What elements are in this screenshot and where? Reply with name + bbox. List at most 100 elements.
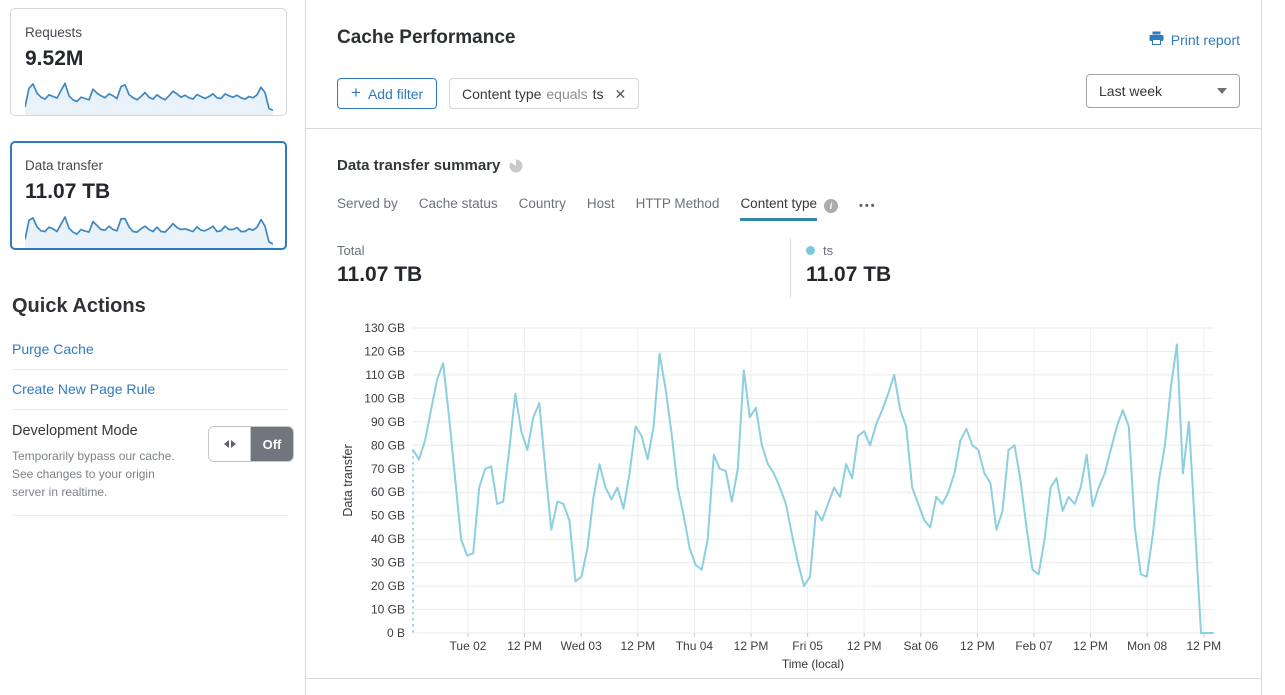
link-create-new-page-rule[interactable]: Create New Page Rule [12, 370, 288, 410]
y-tick-label: 80 GB [371, 438, 405, 452]
y-tick-label: 70 GB [371, 462, 405, 476]
tab-cache-status[interactable]: Cache status [419, 196, 498, 221]
tab-http-method[interactable]: HTTP Method [636, 196, 720, 221]
tab-label: HTTP Method [635, 196, 720, 211]
print-report-link[interactable]: Print report [1149, 31, 1240, 48]
legend-dot [806, 246, 815, 255]
y-tick-label: 130 GB [364, 321, 405, 335]
filter-chip-field: Content type [462, 85, 542, 102]
tab-served-by[interactable]: Served by [337, 196, 398, 221]
tab-host[interactable]: Host [587, 196, 615, 221]
header-divider [306, 128, 1261, 129]
x-tick-label: 12 PM [847, 639, 882, 653]
y-tick-label: 90 GB [371, 415, 405, 429]
toggle-arrows-icon [223, 440, 229, 448]
quick-actions-title: Quick Actions [12, 295, 146, 317]
add-filter-button[interactable]: + Add filter [337, 78, 438, 109]
printer-icon [1149, 31, 1164, 48]
toggle-knob [209, 427, 251, 461]
y-tick-label: 120 GB [364, 344, 405, 358]
x-tick-label: Tue 02 [450, 639, 487, 653]
remove-filter-icon[interactable]: ✕ [614, 85, 627, 102]
x-tick-label: 12 PM [1186, 639, 1221, 653]
quick-action-links: Purge Cache Create New Page Rule [12, 330, 288, 410]
sidebar: Requests 9.52M Data transfer 11.07 TB Quick… [0, 0, 305, 695]
x-tick-label: 12 PM [507, 639, 542, 653]
x-tick-label: 12 PM [734, 639, 769, 653]
legend-series-value: 11.07 TB [806, 263, 892, 286]
data-transfer-sparkline [25, 216, 273, 248]
filter-chip-operator: equals [546, 85, 588, 102]
y-tick-label: 40 GB [371, 532, 405, 546]
metric-card-data-transfer[interactable]: Data transfer 11.07 TB [10, 141, 287, 250]
tab-label: Served by [337, 196, 398, 211]
total-label: Total [337, 243, 365, 258]
y-tick-label: 10 GB [371, 603, 405, 617]
data-transfer-chart[interactable]: 0 B 10 GB 20 GB 30 GB 40 GB 50 GB 60 GB 70 GB 80… [317, 310, 1263, 678]
x-tick-label: Mon 08 [1127, 639, 1167, 653]
y-tick-label: 110 GB [365, 368, 405, 382]
y-tick-label: 0 B [387, 626, 405, 640]
page-title: Cache Performance [337, 27, 516, 48]
x-tick-label: Thu 04 [676, 639, 714, 653]
y-tick-label: 50 GB [371, 509, 405, 523]
sampled-data-icon [509, 158, 523, 173]
tab-country[interactable]: Country [519, 196, 566, 221]
add-filter-label: Add filter [367, 85, 424, 102]
development-mode-toggle[interactable]: Off [208, 426, 294, 462]
y-tick-label: 30 GB [371, 556, 405, 570]
metric-card-value: 9.52M [25, 47, 84, 70]
plus-icon: + [351, 83, 361, 102]
toggle-state-label: Off [251, 427, 293, 461]
chevron-down-icon [1217, 88, 1227, 94]
y-tick-label: 100 GB [364, 391, 405, 405]
tab-label: Cache status [418, 196, 498, 211]
breakdown-tabs: Served by Cache status Country Host HTTP Met… [337, 196, 877, 221]
tab-label: Host [586, 196, 615, 211]
info-icon[interactable]: i [824, 198, 838, 213]
y-tick-label: 20 GB [371, 579, 405, 593]
x-tick-label: Fri 05 [792, 639, 823, 653]
x-tick-label: 12 PM [960, 639, 995, 653]
requests-sparkline [25, 82, 273, 115]
x-tick-label: Wed 03 [561, 639, 602, 653]
toggle-arrows-icon [230, 440, 236, 448]
ts-series-line [412, 343, 1214, 634]
metric-card-value: 11.07 TB [25, 180, 111, 203]
tab-label: Content type [740, 196, 817, 221]
summary-title: Data transfer summary [337, 157, 501, 174]
legend-entry-ts[interactable]: ts 11.07 TB [806, 243, 891, 287]
filter-chip: Content type equals ts ✕ [449, 78, 640, 109]
tab-label: Country [518, 196, 566, 211]
more-tabs-button[interactable]: ••• [859, 199, 877, 212]
tab-content-type[interactable]: Content type i [740, 196, 838, 221]
metric-card-requests[interactable]: Requests 9.52M [10, 8, 287, 116]
bottom-divider [306, 678, 1261, 679]
development-mode-description: Temporarily bypass our cache. See change… [12, 449, 175, 499]
main-panel: Cache Performance Print report + Add fil… [305, 0, 1262, 695]
sparkline-line [25, 82, 273, 112]
x-tick-label: Feb 07 [1015, 639, 1053, 653]
x-axis-title: Time (local) [782, 657, 844, 671]
time-range-value: Last week [1099, 83, 1163, 99]
sparkline-area [25, 83, 273, 115]
total-value: 11.07 TB [337, 263, 423, 286]
legend-head: ts [806, 243, 891, 258]
sparkline-area [25, 217, 273, 248]
x-tick-label: 12 PM [620, 639, 655, 653]
development-mode-title: Development Mode [12, 423, 138, 439]
sparkline-line [25, 216, 273, 245]
metric-card-label: Requests [25, 25, 83, 40]
development-mode-block: Development Mode Temporarily bypass our … [12, 410, 294, 516]
time-range-select[interactable]: Last week [1086, 74, 1240, 108]
summary-title-row: Data transfer summary [337, 157, 523, 174]
y-tick-label: 60 GB [371, 485, 405, 499]
print-report-label: Print report [1170, 31, 1240, 48]
link-purge-cache[interactable]: Purge Cache [12, 330, 288, 370]
stats-divider [790, 238, 791, 298]
legend-series-name: ts [823, 243, 834, 258]
filter-chip-value: ts [592, 85, 604, 102]
x-tick-label: 12 PM [1073, 639, 1108, 653]
quick-actions: Purge Cache Create New Page Rule Developm… [12, 330, 294, 516]
